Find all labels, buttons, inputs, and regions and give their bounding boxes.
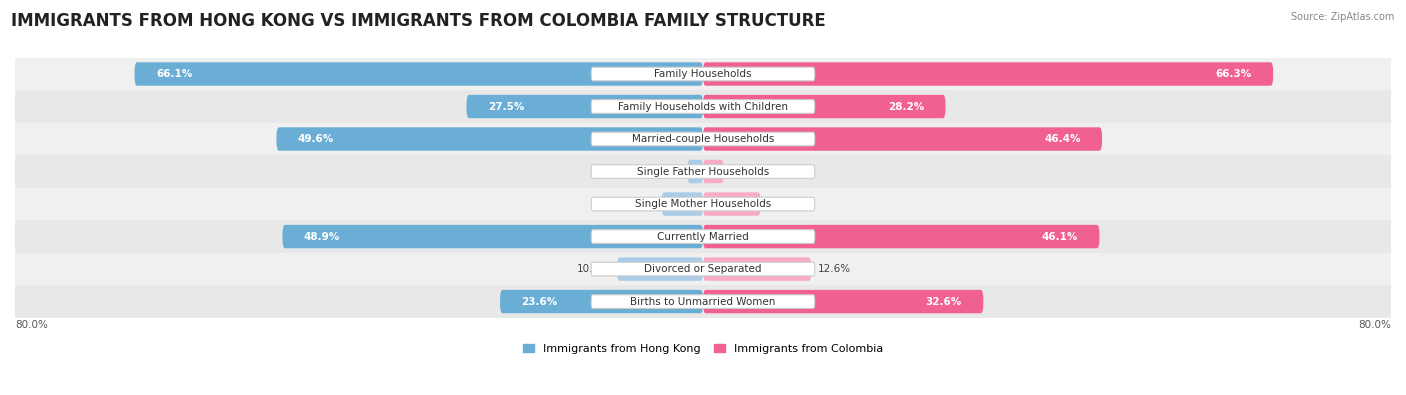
Text: 6.7%: 6.7%	[768, 199, 794, 209]
Text: Family Households: Family Households	[654, 69, 752, 79]
Bar	[15, 90, 1391, 123]
FancyBboxPatch shape	[591, 262, 815, 276]
FancyBboxPatch shape	[703, 225, 1099, 248]
Text: 46.4%: 46.4%	[1045, 134, 1081, 144]
FancyBboxPatch shape	[662, 192, 703, 216]
FancyBboxPatch shape	[591, 165, 815, 179]
Text: 80.0%: 80.0%	[1358, 320, 1391, 331]
FancyBboxPatch shape	[703, 62, 1274, 86]
Text: Currently Married: Currently Married	[657, 231, 749, 242]
FancyBboxPatch shape	[703, 95, 945, 118]
Text: 49.6%: 49.6%	[298, 134, 335, 144]
FancyBboxPatch shape	[591, 295, 815, 308]
FancyBboxPatch shape	[591, 197, 815, 211]
Text: Divorced or Separated: Divorced or Separated	[644, 264, 762, 274]
Bar	[15, 58, 1391, 90]
FancyBboxPatch shape	[501, 290, 703, 313]
Bar	[15, 253, 1391, 285]
FancyBboxPatch shape	[703, 258, 811, 281]
Text: 80.0%: 80.0%	[15, 320, 48, 331]
Text: Single Mother Households: Single Mother Households	[636, 199, 770, 209]
FancyBboxPatch shape	[703, 290, 983, 313]
Text: 1.8%: 1.8%	[654, 167, 681, 177]
Bar	[15, 155, 1391, 188]
FancyBboxPatch shape	[467, 95, 703, 118]
Text: 66.3%: 66.3%	[1215, 69, 1251, 79]
Text: Births to Unmarried Women: Births to Unmarried Women	[630, 297, 776, 307]
FancyBboxPatch shape	[617, 258, 703, 281]
Bar	[15, 188, 1391, 220]
FancyBboxPatch shape	[135, 62, 703, 86]
FancyBboxPatch shape	[283, 225, 703, 248]
Text: 27.5%: 27.5%	[488, 102, 524, 111]
FancyBboxPatch shape	[277, 127, 703, 151]
Text: Married-couple Households: Married-couple Households	[631, 134, 775, 144]
FancyBboxPatch shape	[591, 100, 815, 113]
Text: 48.9%: 48.9%	[304, 231, 340, 242]
Bar	[15, 285, 1391, 318]
Text: 46.1%: 46.1%	[1042, 231, 1078, 242]
FancyBboxPatch shape	[591, 132, 815, 146]
Text: 32.6%: 32.6%	[925, 297, 962, 307]
Text: Source: ZipAtlas.com: Source: ZipAtlas.com	[1291, 12, 1395, 22]
Bar	[15, 220, 1391, 253]
Text: IMMIGRANTS FROM HONG KONG VS IMMIGRANTS FROM COLOMBIA FAMILY STRUCTURE: IMMIGRANTS FROM HONG KONG VS IMMIGRANTS …	[11, 12, 825, 30]
FancyBboxPatch shape	[703, 192, 761, 216]
Text: 10.0%: 10.0%	[578, 264, 610, 274]
Text: 12.6%: 12.6%	[818, 264, 852, 274]
Bar	[15, 123, 1391, 155]
FancyBboxPatch shape	[591, 67, 815, 81]
Text: 2.4%: 2.4%	[731, 167, 756, 177]
Text: 4.8%: 4.8%	[628, 199, 655, 209]
Text: 28.2%: 28.2%	[887, 102, 924, 111]
Text: Family Households with Children: Family Households with Children	[619, 102, 787, 111]
FancyBboxPatch shape	[703, 160, 724, 183]
FancyBboxPatch shape	[591, 230, 815, 243]
Text: Single Father Households: Single Father Households	[637, 167, 769, 177]
FancyBboxPatch shape	[688, 160, 703, 183]
Legend: Immigrants from Hong Kong, Immigrants from Colombia: Immigrants from Hong Kong, Immigrants fr…	[519, 339, 887, 358]
FancyBboxPatch shape	[703, 127, 1102, 151]
Text: 23.6%: 23.6%	[522, 297, 558, 307]
Text: 66.1%: 66.1%	[156, 69, 193, 79]
